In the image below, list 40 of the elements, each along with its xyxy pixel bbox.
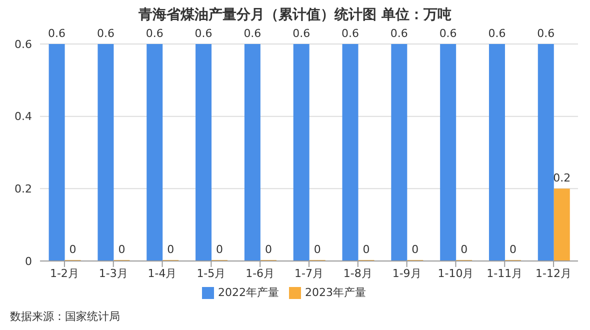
data-label: 0 [118, 243, 126, 256]
data-label: 0.6 [488, 27, 506, 40]
data-label: 0.6 [48, 27, 66, 40]
x-tick-label: 1-7月 [294, 266, 324, 280]
data-label: 0 [216, 243, 224, 256]
data-label: 0.6 [96, 27, 114, 40]
data-label: 0 [412, 243, 419, 256]
data-label: 0 [460, 243, 468, 256]
x-tick-label: 1-5月 [196, 266, 226, 280]
data-label: 0.6 [244, 27, 262, 40]
chart-title: 青海省煤油产量分月（累计值）统计图 单位：万吨 [138, 6, 452, 25]
data-label: 0.6 [292, 27, 310, 40]
data-label: 0.6 [146, 27, 164, 40]
x-tick-label: 1-11月 [486, 266, 523, 280]
data-label: 0 [362, 243, 370, 256]
legend-label: 2023年产量 [305, 286, 366, 299]
x-tick-label: 1-3月 [98, 266, 128, 280]
y-tick-label: 0.6 [14, 38, 32, 51]
data-label: 0.6 [342, 27, 360, 40]
x-tick-label: 1-9月 [392, 266, 422, 280]
legend-label: 2022年产量 [218, 286, 279, 299]
x-tick-label: 1-8月 [343, 266, 372, 280]
y-tick-label: 0 [25, 254, 32, 268]
y-tick-label: 0.2 [14, 182, 32, 196]
x-tick-label: 1-2月 [50, 266, 79, 280]
x-tick-label: 1-10月 [438, 266, 474, 280]
data-label: 0 [509, 243, 516, 256]
x-tick-label: 1-12月 [536, 266, 572, 280]
data-label: 0 [167, 243, 174, 256]
data-label: 0.6 [537, 27, 555, 40]
data-label: 0 [69, 243, 76, 256]
data-label: 0.6 [390, 27, 408, 40]
x-tick-label: 1-4月 [148, 266, 177, 280]
x-tick-label: 1-6月 [246, 266, 275, 280]
source-note: 数据来源：国家统计局 [10, 309, 120, 324]
data-label: 0 [314, 243, 321, 256]
data-label: 0 [264, 243, 272, 256]
data-label: 0.6 [194, 27, 212, 40]
y-tick-label: 0.4 [14, 110, 32, 124]
data-label: 0.6 [439, 27, 457, 40]
